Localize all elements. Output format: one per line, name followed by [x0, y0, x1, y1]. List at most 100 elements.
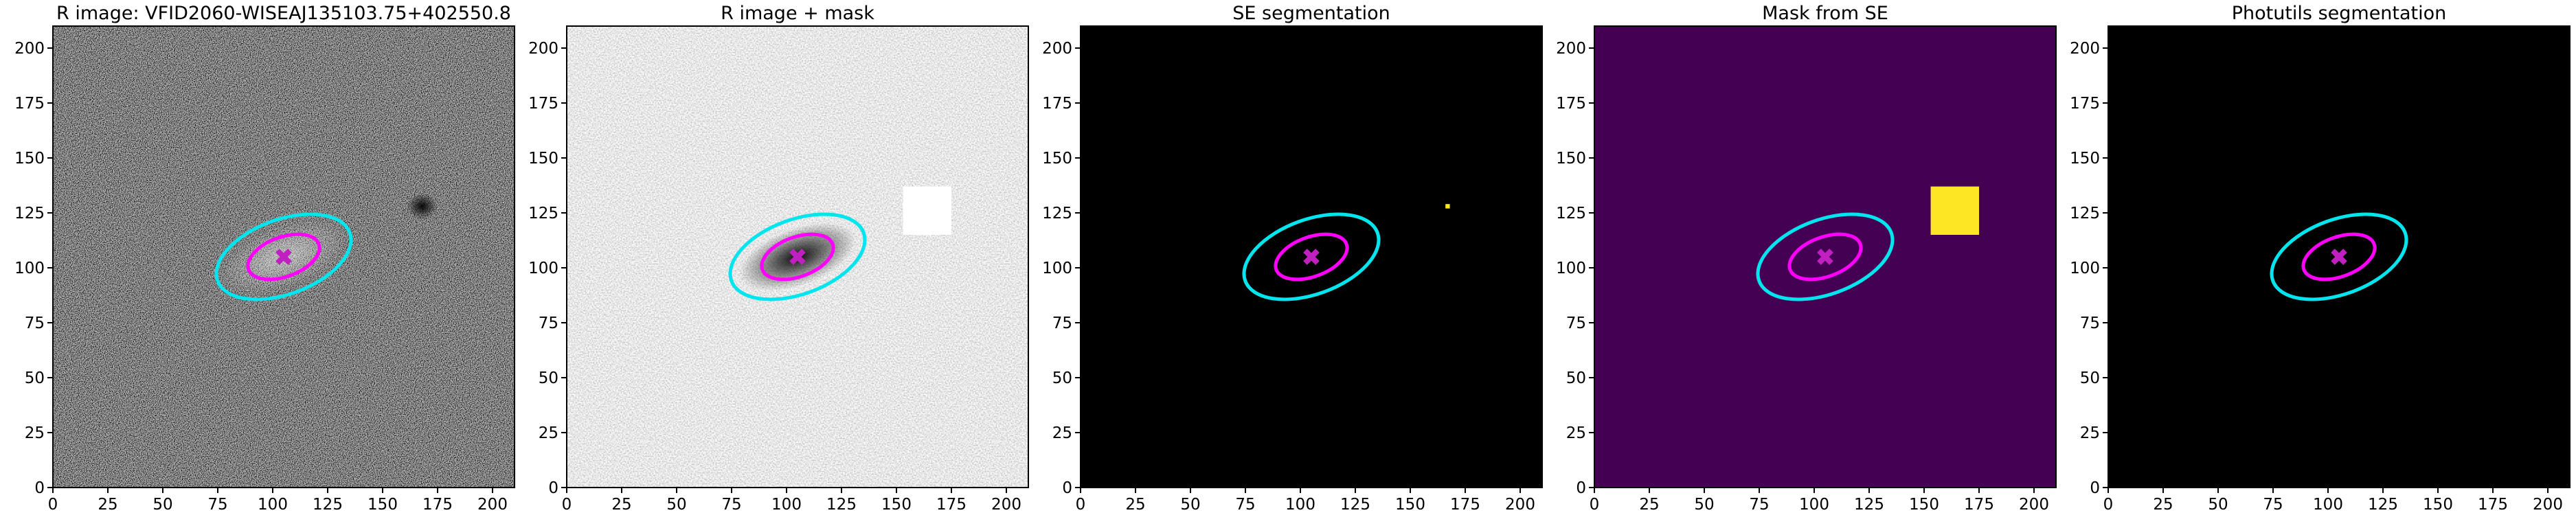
y-tick-label: 150 — [2070, 150, 2100, 168]
x-tick-label: 75 — [721, 496, 741, 514]
panel-title: Mask from SE — [1762, 3, 1888, 24]
y-tick-label: 50 — [539, 369, 558, 387]
x-tick-label: 25 — [98, 496, 117, 514]
y-tick-label: 200 — [528, 40, 558, 58]
axes-frame — [52, 25, 515, 488]
y-tick-label: 75 — [25, 314, 45, 332]
x-tick-label: 75 — [207, 496, 227, 514]
x-tick-label: 50 — [2208, 496, 2228, 514]
image — [53, 26, 515, 488]
center-marker — [275, 249, 292, 265]
y-tick-label: 200 — [14, 40, 45, 58]
y-tick-label: 200 — [1042, 40, 1072, 58]
y-tick-label: 125 — [528, 205, 558, 222]
panel-title: R image + mask — [721, 3, 874, 24]
y-tick-label: 25 — [539, 424, 558, 442]
x-tick-label: 200 — [1505, 496, 1535, 514]
y-tick-label: 100 — [14, 260, 45, 277]
y-tick-label: 125 — [1556, 205, 1586, 222]
center-marker — [1817, 249, 1833, 265]
image — [1594, 26, 2056, 488]
aperture-ellipse — [760, 232, 835, 282]
aperture-ellipse — [1274, 232, 1349, 282]
x-tick-label: 0 — [562, 496, 572, 514]
x-tick-label: 200 — [2533, 496, 2563, 514]
aperture-ellipse — [1787, 232, 1863, 282]
aperture-ellipse — [728, 212, 867, 301]
x-tick-label: 125 — [313, 496, 343, 514]
x-tick-label: 200 — [477, 496, 508, 514]
x-tick-label: 150 — [1909, 496, 1939, 514]
y-tick-label: 25 — [1566, 424, 1586, 442]
y-tick-label: 100 — [528, 260, 558, 277]
x-tick-label: 200 — [2019, 496, 2049, 514]
axes-frame — [1080, 25, 1543, 488]
x-tick-label: 125 — [826, 496, 857, 514]
x-tick-label: 150 — [1395, 496, 1425, 514]
x-tick-label: 50 — [1180, 496, 1200, 514]
mask-patch — [1445, 204, 1450, 209]
image — [1081, 26, 1542, 488]
y-tick-label: 200 — [1556, 40, 1586, 58]
x-tick-label: 125 — [1854, 496, 1884, 514]
y-tick-label: 150 — [1556, 150, 1586, 168]
y-tick-label: 25 — [1052, 424, 1072, 442]
y-tick-label: 175 — [528, 95, 558, 113]
y-tick-label: 75 — [2080, 314, 2100, 332]
x-tick-label: 150 — [881, 496, 912, 514]
y-tick-label: 0 — [1062, 479, 1072, 497]
panel-title: SE segmentation — [1232, 3, 1390, 24]
y-tick-label: 0 — [34, 479, 45, 497]
x-tick-label: 175 — [1964, 496, 1994, 514]
y-tick-label: 75 — [539, 314, 558, 332]
x-tick-label: 75 — [1749, 496, 1769, 514]
y-tick-label: 175 — [2070, 95, 2100, 113]
image — [2108, 26, 2570, 488]
x-tick-label: 125 — [1340, 496, 1370, 514]
x-tick-label: 175 — [1450, 496, 1480, 514]
y-tick-label: 50 — [1566, 369, 1586, 387]
x-tick-label: 25 — [2153, 496, 2173, 514]
panel: 0 25 50 75 100 125 150 175 200 0 25 50 75 100 125 150 17… — [2070, 3, 2571, 514]
mask-patch — [1930, 186, 1979, 235]
panel: 0 25 50 75 100 125 150 175 200 0 25 50 75 100 125 150 17… — [528, 3, 1029, 514]
panel: 0 25 50 75 100 125 150 175 200 0 25 50 75 100 125 150 17… — [14, 3, 515, 514]
x-tick-label: 100 — [2313, 496, 2343, 514]
x-tick-label: 50 — [152, 496, 172, 514]
x-tick-label: 150 — [2423, 496, 2453, 514]
x-tick-label: 0 — [2103, 496, 2114, 514]
y-tick-label: 100 — [2070, 260, 2100, 277]
x-tick-label: 0 — [48, 496, 58, 514]
aperture-ellipse — [2270, 212, 2408, 301]
panel: 0 25 50 75 100 125 150 175 200 0 25 50 75 100 125 150 17… — [1556, 3, 2057, 514]
y-tick-label: 175 — [14, 95, 45, 113]
x-tick-label: 25 — [611, 496, 631, 514]
x-tick-label: 125 — [2368, 496, 2398, 514]
y-tick-label: 150 — [528, 150, 558, 168]
star — [407, 193, 438, 220]
axes-frame — [1594, 25, 2057, 488]
y-tick-label: 0 — [548, 479, 558, 497]
y-tick-label: 125 — [2070, 205, 2100, 222]
panel: 0 25 50 75 100 125 150 175 200 0 25 50 75 100 125 150 17… — [1042, 3, 1543, 514]
mask-patch — [903, 186, 951, 235]
x-tick-label: 75 — [2263, 496, 2283, 514]
x-tick-label: 0 — [1076, 496, 1086, 514]
center-marker — [1303, 249, 1320, 265]
y-tick-label: 50 — [1052, 369, 1072, 387]
aperture-ellipse — [2301, 232, 2377, 282]
x-tick-label: 175 — [2478, 496, 2508, 514]
y-tick-label: 50 — [25, 369, 45, 387]
y-tick-label: 200 — [2070, 40, 2100, 58]
image — [567, 26, 1028, 488]
x-tick-label: 100 — [1285, 496, 1315, 514]
panel-title: Photutils segmentation — [2232, 3, 2447, 24]
y-tick-label: 175 — [1556, 95, 1586, 113]
y-tick-label: 25 — [25, 424, 45, 442]
x-tick-label: 50 — [666, 496, 686, 514]
y-tick-label: 100 — [1042, 260, 1072, 277]
axes-frame — [566, 25, 1029, 488]
x-tick-label: 100 — [771, 496, 802, 514]
aperture-ellipse — [246, 232, 321, 282]
aperture-ellipse — [1756, 212, 1895, 301]
